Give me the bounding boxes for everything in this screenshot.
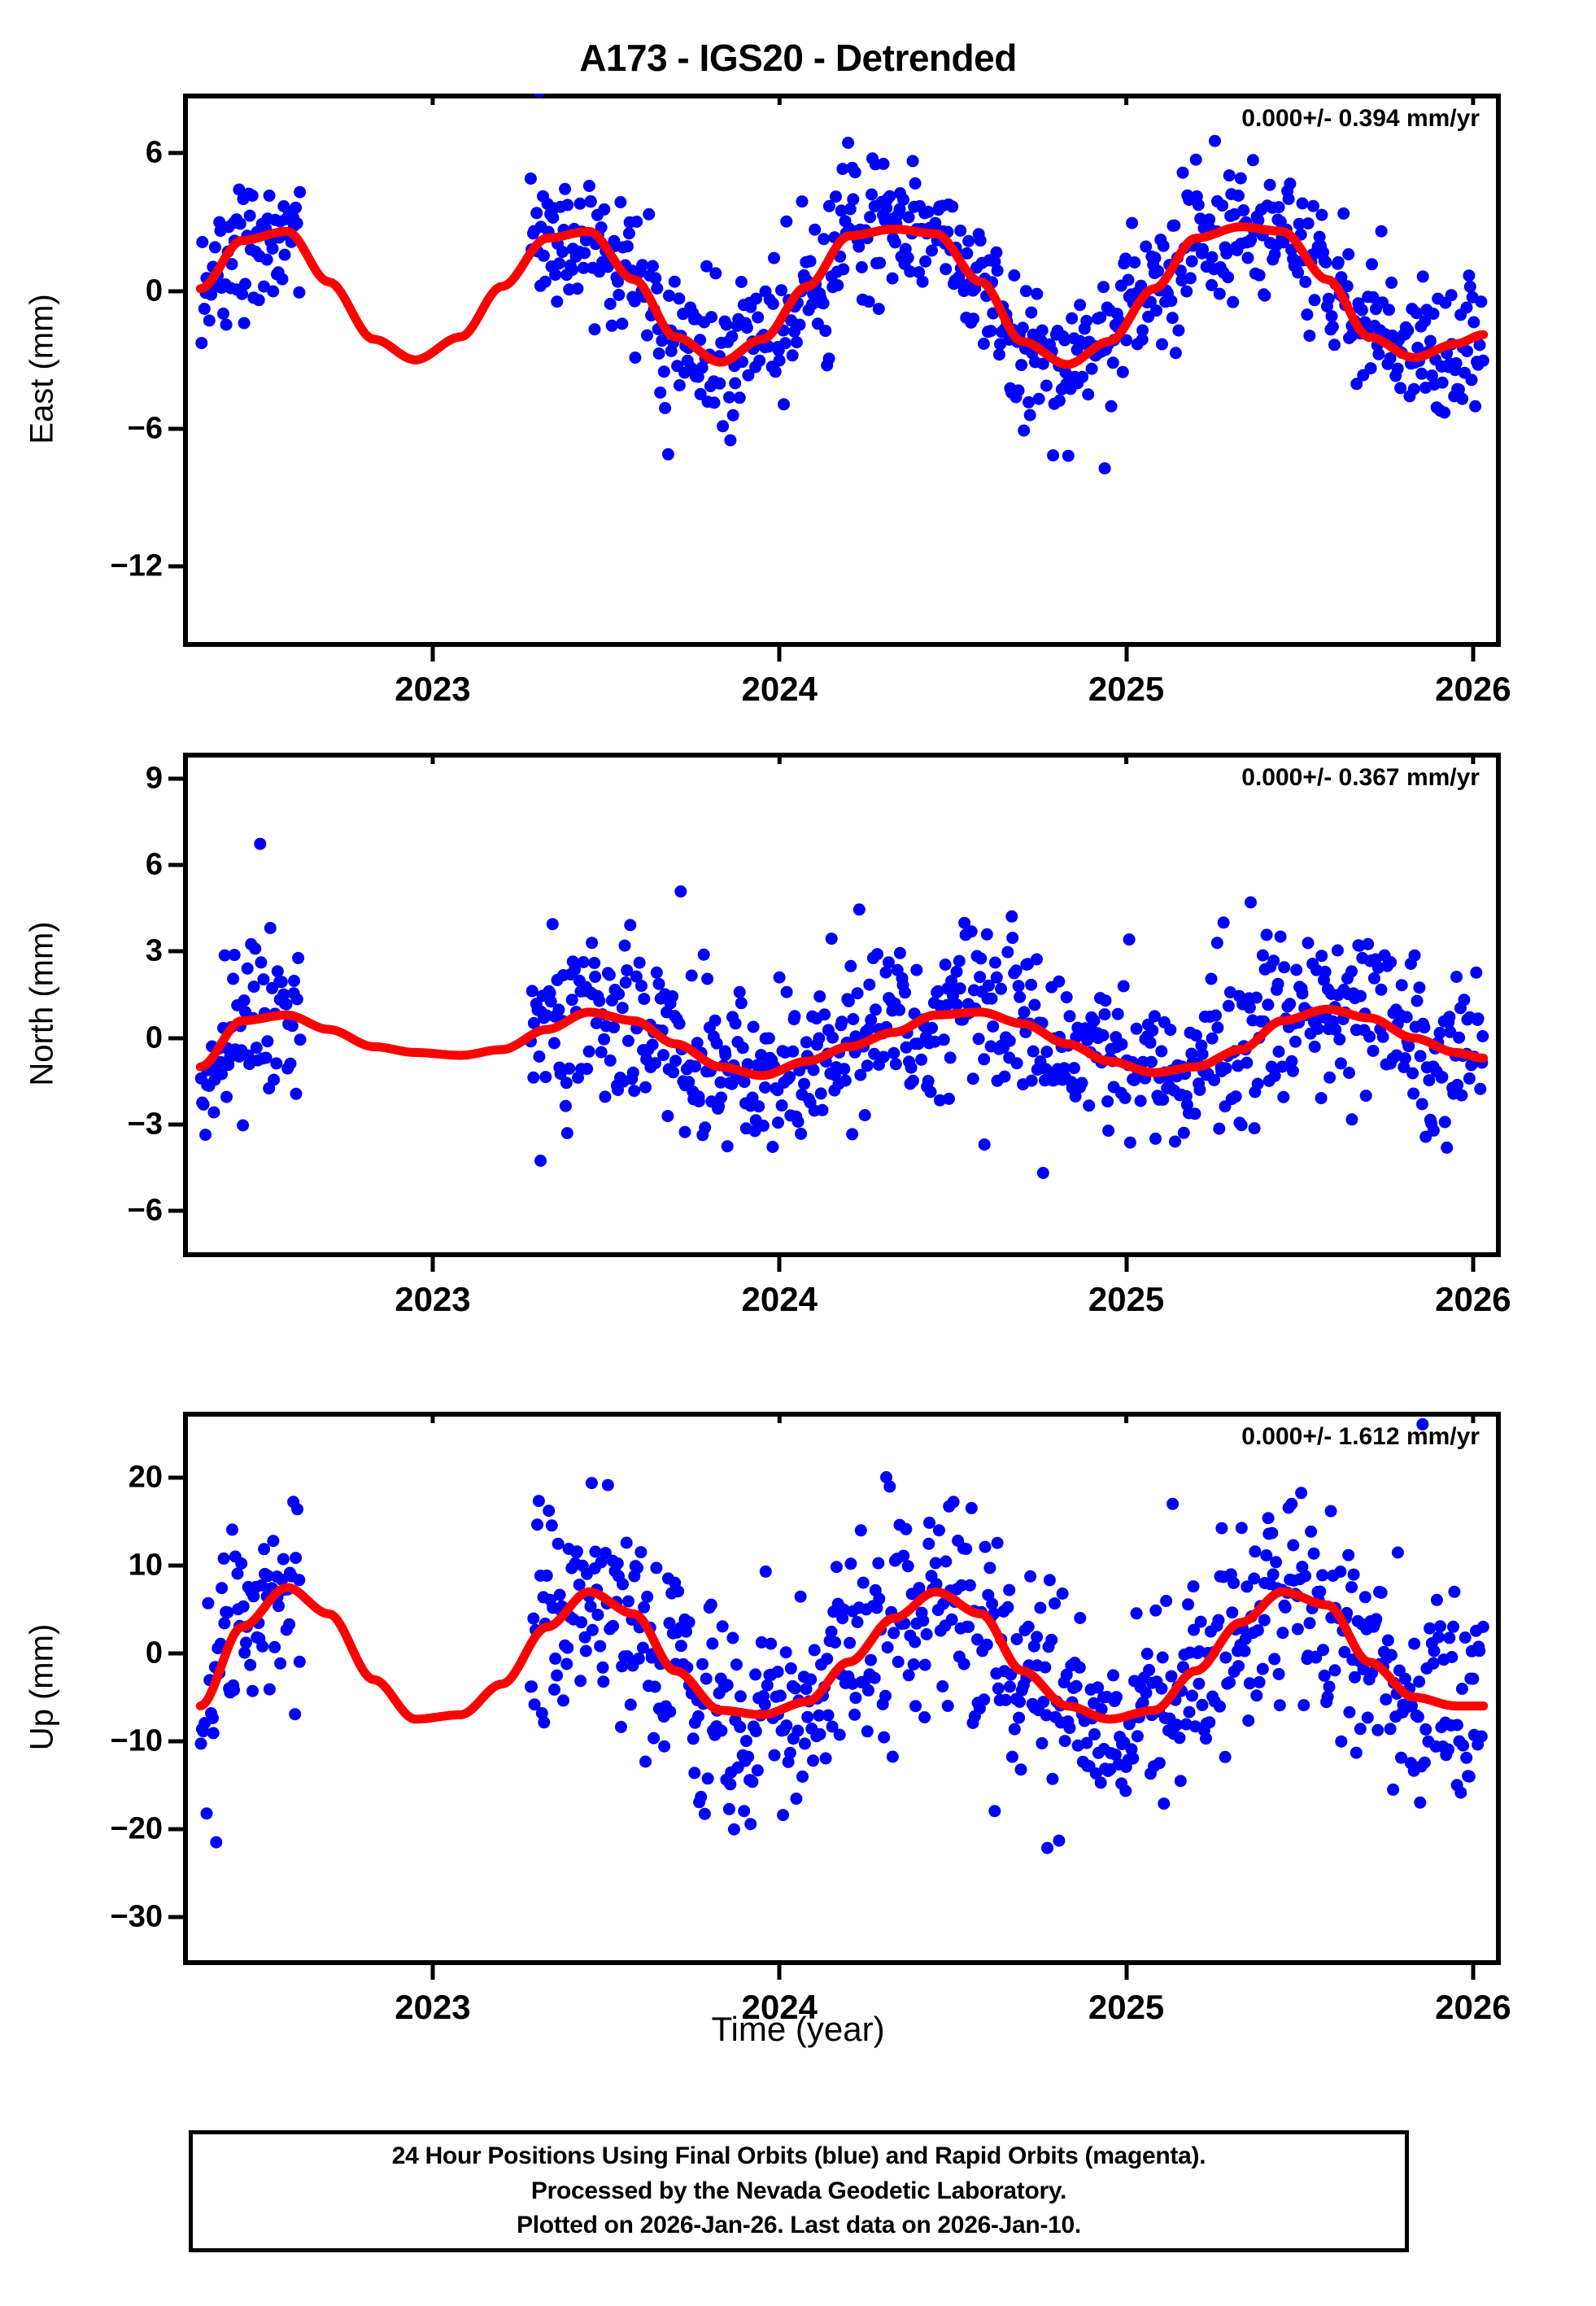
xtick-label: 2023	[395, 1988, 471, 2026]
up-ytick-label: 10	[128, 1548, 163, 1583]
panel-east-frame	[183, 94, 1501, 647]
north-rate-label: 0.000+/- 0.367 mm/yr	[1241, 764, 1480, 791]
x-axis-title: Time (year)	[711, 2010, 885, 2048]
east-ytick-label: −12	[110, 548, 163, 583]
east-ytick-mark	[168, 564, 185, 569]
panel-east: 0.000+/- 0.394 mm/yr	[183, 94, 1501, 647]
xtick-label: 2023	[395, 1280, 471, 1318]
xtick-label: 2024	[741, 670, 818, 708]
up-ytick-mark	[168, 1475, 185, 1480]
north-ytick-mark	[168, 1208, 185, 1213]
xtick-mark	[1124, 1965, 1129, 1980]
caption-line-1: 24 Hour Positions Using Final Orbits (bl…	[391, 2142, 1206, 2170]
north-ytick-label: −6	[127, 1193, 163, 1228]
up-ytick-mark	[168, 1915, 185, 1919]
north-ytick-mark	[168, 1122, 185, 1127]
north-ytick-label: −3	[127, 1107, 163, 1142]
xtick-label: 2023	[395, 670, 471, 708]
xtick-label: 2024	[741, 1988, 818, 2026]
north-ytick-label: 0	[145, 1020, 163, 1055]
xtick-mark	[1124, 647, 1129, 662]
north-ytick-label: 9	[145, 761, 163, 796]
north-ytick-mark	[168, 1036, 185, 1041]
panel-north-frame	[183, 753, 1501, 1257]
east-rate-label: 0.000+/- 0.394 mm/yr	[1241, 105, 1480, 132]
caption-line-2: Processed by the Nevada Geodetic Laborat…	[530, 2177, 1067, 2204]
up-ytick-label: 0	[145, 1636, 163, 1671]
xtick-label: 2026	[1435, 670, 1511, 708]
xtick-mark	[1471, 1965, 1476, 1980]
east-ytick-mark	[168, 289, 185, 294]
east-ytick-mark	[168, 426, 185, 431]
xtick-label: 2026	[1435, 1988, 1511, 2026]
figure-caption-box: 24 Hour Positions Using Final Orbits (bl…	[189, 2130, 1409, 2252]
caption-line-3: Plotted on 2026-Jan-26. Last data on 202…	[517, 2212, 1081, 2239]
north-fit-line	[195, 1004, 1489, 1081]
north-y-axis-title: North (mm)	[24, 921, 60, 1086]
east-y-axis-title: East (mm)	[24, 294, 60, 444]
north-ytick-mark	[168, 776, 185, 781]
north-ytick-mark	[168, 863, 185, 867]
xtick-mark	[777, 647, 782, 662]
north-ytick-label: 3	[145, 933, 163, 968]
xtick-mark	[430, 1257, 435, 1272]
xtick-mark	[777, 1965, 782, 1980]
panel-north-plot-area	[194, 753, 1489, 1179]
north-ytick-label: 6	[145, 847, 163, 882]
up-rate-label: 0.000+/- 1.612 mm/yr	[1241, 1423, 1480, 1450]
xtick-mark	[1471, 647, 1476, 662]
east-ytick-label: −6	[127, 411, 163, 446]
east-fit-line	[195, 222, 1489, 369]
xtick-mark	[777, 1257, 782, 1272]
xtick-label: 2025	[1088, 1280, 1165, 1318]
xtick-mark	[1471, 1257, 1476, 1272]
page-title: A173 - IGS20 - Detrended	[579, 37, 1017, 79]
up-y-axis-title: Up (mm)	[24, 1623, 60, 1751]
panel-east-plot-area	[195, 94, 1489, 475]
xtick-label: 2025	[1088, 1988, 1165, 2026]
up-ytick-mark	[168, 1739, 185, 1744]
xtick-mark	[430, 1965, 435, 1980]
xtick-mark	[1124, 1257, 1129, 1272]
east-ytick-label: 0	[145, 273, 163, 308]
xtick-mark	[430, 647, 435, 662]
up-ytick-label: −30	[110, 1899, 163, 1934]
up-ytick-label: −20	[110, 1811, 163, 1846]
up-ytick-label: −10	[110, 1723, 163, 1758]
panel-north: 0.000+/- 0.367 mm/yr	[183, 753, 1501, 1257]
up-ytick-label: 20	[128, 1460, 163, 1495]
xtick-label: 2026	[1435, 1280, 1511, 1318]
panel-up-plot-area	[194, 1412, 1489, 1854]
xtick-label: 2025	[1088, 670, 1165, 708]
up-ytick-mark	[168, 1651, 185, 1656]
north-ytick-mark	[168, 949, 185, 954]
east-ytick-label: 6	[145, 135, 163, 170]
panel-up: 0.000+/- 1.612 mm/yr	[183, 1412, 1501, 1965]
up-ytick-mark	[168, 1563, 185, 1568]
panel-up-frame	[183, 1412, 1501, 1965]
east-ytick-mark	[168, 151, 185, 155]
up-fit-line	[195, 1583, 1489, 1724]
xtick-label: 2024	[741, 1280, 818, 1318]
up-ytick-mark	[168, 1827, 185, 1832]
